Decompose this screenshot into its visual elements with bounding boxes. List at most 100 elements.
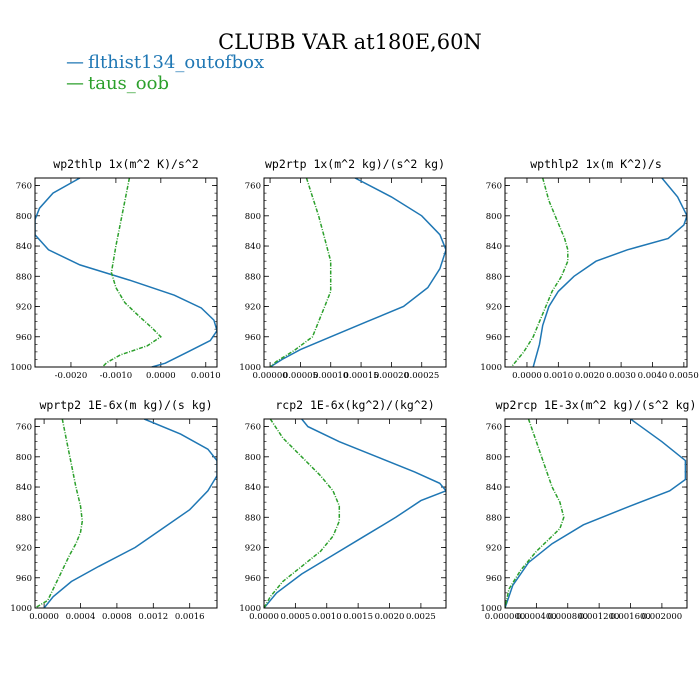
y-tick-label: 920 (486, 303, 502, 313)
plot-frame (504, 177, 688, 368)
y-tick-label: 840 (486, 483, 502, 493)
series-line-taus-oob (510, 178, 569, 367)
y-tick-label: 880 (486, 272, 502, 282)
y-tick-label: 800 (486, 453, 502, 463)
series-line-flthist134 (269, 178, 446, 367)
panel-3: wpthlp2 1x(m K^2)/s 760 800 840 880 920 960 100… (480, 157, 698, 381)
x-tick-label: 0.0000 (512, 371, 542, 381)
panel-title: wp2rtp 1x(m^2 kg)/(s^2 kg) (265, 157, 445, 171)
x-tick-label: 0.0000 (146, 371, 176, 381)
y-tick-label: 880 (16, 513, 32, 523)
series-line-taus-oob (269, 178, 332, 367)
y-tick-label: 960 (16, 333, 32, 343)
y-tick-label: 1000 (480, 363, 502, 373)
y-tick-label: 800 (245, 212, 261, 222)
panel-5: rcp2 1E-6x(kg^2)/(kg^2) 760 800 840 880 920 96… (239, 398, 447, 622)
x-tick-label: 0.0040 (638, 371, 668, 381)
y-tick-label: 960 (245, 333, 261, 343)
series-line-taus-oob (35, 419, 84, 608)
x-tick-label: 0.001600 (610, 612, 651, 622)
y-tick-label: 920 (245, 303, 261, 313)
plot-frame (34, 177, 218, 368)
y-tick-label: 960 (245, 574, 261, 584)
y-tick-label: 800 (245, 453, 261, 463)
panel-4: wprtp2 1E-6x(m kg)/(s kg) 760 800 840 880 920… (10, 398, 218, 622)
y-tick-label: 1000 (10, 604, 32, 614)
x-tick-label: 0.001200 (579, 612, 620, 622)
series-line-taus-oob (505, 419, 565, 608)
y-tick-label: 920 (16, 303, 32, 313)
series-line-flthist134 (505, 419, 687, 608)
x-tick-label: 0.0010 (312, 612, 342, 622)
x-tick-label: 0.0010 (191, 371, 221, 381)
panel-title: wpthlp2 1x(m K^2)/s (530, 157, 662, 171)
x-tick-label: 0.0016 (175, 612, 205, 622)
y-tick-label: 920 (16, 544, 32, 554)
y-tick-label: 1000 (480, 604, 502, 614)
panel-title: wprtp2 1E-6x(m kg)/(s kg) (39, 398, 212, 412)
y-tick-label: 840 (486, 242, 502, 252)
y-tick-label: 1000 (10, 363, 32, 373)
x-tick-label: 0.0020 (575, 371, 605, 381)
y-tick-label: 760 (16, 423, 32, 433)
series-line-flthist134 (43, 419, 217, 608)
x-tick-label: 0.00020 (374, 371, 409, 381)
y-tick-label: 960 (16, 574, 32, 584)
x-tick-label: 0.0010 (543, 371, 573, 381)
y-tick-label: 1000 (239, 604, 261, 614)
x-tick-label: -0.0020 (55, 371, 88, 381)
y-tick-label: 960 (486, 333, 502, 343)
legend-swatch-flthist134: — (66, 52, 84, 73)
x-tick-label: 0.00015 (343, 371, 378, 381)
y-tick-label: 760 (245, 423, 261, 433)
x-tick-label: -0.0010 (100, 371, 133, 381)
x-tick-label: 0.00005 (283, 371, 318, 381)
plot-frame (263, 177, 447, 368)
x-tick-label: 0.0050 (669, 371, 699, 381)
panel-2: wp2rtp 1x(m^2 kg)/(s^2 kg) 760 800 840 880 92… (239, 157, 447, 381)
x-tick-label: 0.0005 (281, 612, 311, 622)
x-tick-label: 0.000800 (547, 612, 588, 622)
series-line-taus-oob (264, 419, 341, 608)
y-tick-label: 760 (16, 182, 32, 192)
panel-6: wp2rcp 1E-3x(m^2 kg)/(s^2 kg) 760 800 840 88… (480, 398, 696, 622)
y-tick-label: 920 (486, 544, 502, 554)
y-tick-label: 840 (16, 483, 32, 493)
y-tick-label: 880 (16, 272, 32, 282)
chart-title: CLUBB VAR at180E,60N (218, 30, 482, 54)
y-tick-label: 880 (245, 272, 261, 282)
x-tick-label: 0.000000 (485, 612, 526, 622)
x-tick-label: 0.0008 (102, 612, 132, 622)
panel-title: wp2rcp 1E-3x(m^2 kg)/(s^2 kg) (496, 398, 697, 412)
y-tick-label: 800 (16, 212, 32, 222)
x-tick-label: 0.00025 (404, 371, 439, 381)
y-tick-label: 760 (486, 182, 502, 192)
y-tick-label: 800 (486, 212, 502, 222)
x-tick-label: 0.0000 (29, 612, 59, 622)
series-line-flthist134 (264, 419, 446, 608)
series-line-flthist134 (35, 178, 217, 367)
x-tick-label: 0.002000 (642, 612, 683, 622)
x-tick-label: 0.0020 (375, 612, 405, 622)
legend-label-flthist134: flthist134_outofbox (88, 52, 265, 73)
y-tick-label: 840 (16, 242, 32, 252)
panel-title: rcp2 1E-6x(kg^2)/(kg^2) (275, 398, 434, 412)
x-tick-label: 0.0030 (606, 371, 636, 381)
y-tick-label: 920 (245, 544, 261, 554)
panel-title: wp2thlp 1x(m^2 K)/s^2 (53, 157, 198, 171)
series-line-flthist134 (532, 178, 687, 367)
plot-frame (34, 418, 218, 609)
x-tick-label: 0.0000 (249, 612, 279, 622)
legend-label-taus-oob: taus_oob (88, 73, 169, 94)
x-tick-label: 0.0025 (406, 612, 436, 622)
y-tick-label: 1000 (239, 363, 261, 373)
x-tick-label: 0.0004 (66, 612, 96, 622)
x-tick-label: 0.0015 (343, 612, 373, 622)
y-tick-label: 880 (245, 513, 261, 523)
x-tick-label: 0.0012 (138, 612, 168, 622)
y-tick-label: 800 (16, 453, 32, 463)
x-tick-label: 0.00010 (313, 371, 348, 381)
plot-frame (504, 418, 688, 609)
panel-1: wp2thlp 1x(m^2 K)/s^2 760 800 840 880 920 960 1… (10, 157, 220, 381)
